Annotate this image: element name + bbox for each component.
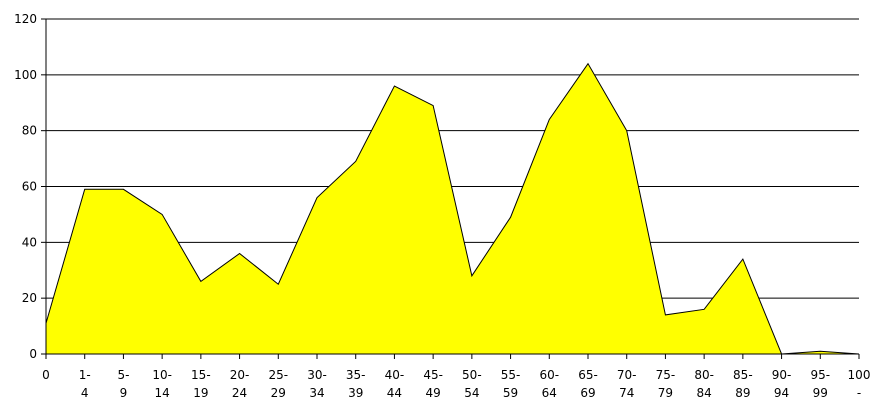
x-tick-label-10: 45-49 [423, 368, 443, 400]
x-tick-label-20: 95-99 [810, 368, 830, 400]
y-tick-label-20: 20 [22, 291, 37, 305]
x-tick-label-15: 70-74 [617, 368, 637, 400]
x-axis-ticks: 0 1-4 5-9 10-14 15-19 20-24 25-29 30-34 35-39 40-… [42, 354, 870, 400]
x-tick-label-19: 90-94 [772, 368, 792, 400]
x-tick-label-21: 100- [848, 368, 871, 400]
x-tick-label-9: 40-44 [385, 368, 405, 400]
x-tick-label-12: 55-59 [501, 368, 521, 400]
y-tick-label-120: 120 [14, 12, 37, 26]
y-tick-label-80: 80 [22, 124, 37, 138]
area-series [45, 62, 860, 355]
x-tick-label-7: 30-34 [307, 368, 327, 400]
y-axis-ticks: 0 20 40 60 80 100 120 [14, 12, 46, 361]
y-tick-label-40: 40 [22, 235, 37, 249]
x-tick-label-14: 65-69 [578, 368, 598, 400]
y-tick-label-0: 0 [29, 347, 37, 361]
x-tick-label-18: 85-89 [733, 368, 753, 400]
y-tick-label-100: 100 [14, 68, 37, 82]
x-tick-label-0: 0 [42, 368, 50, 382]
area-outline [45, 62, 860, 355]
x-tick-label-2: 5-9 [117, 368, 129, 400]
x-tick-label-13: 60-64 [539, 368, 559, 400]
x-tick-label-16: 75-79 [656, 368, 676, 400]
x-tick-label-1: 1-4 [79, 368, 91, 400]
x-tick-label-6: 25-29 [268, 368, 288, 400]
x-tick-label-11: 50-54 [462, 368, 482, 400]
x-tick-label-8: 35-39 [346, 368, 366, 400]
x-tick-label-17: 80-84 [694, 368, 714, 400]
area-fill [46, 63, 859, 355]
x-tick-label-5: 20-24 [230, 368, 250, 400]
y-tick-label-60: 60 [22, 180, 37, 194]
x-tick-label-4: 15-19 [191, 368, 211, 400]
x-tick-label-3: 10-14 [152, 368, 172, 400]
